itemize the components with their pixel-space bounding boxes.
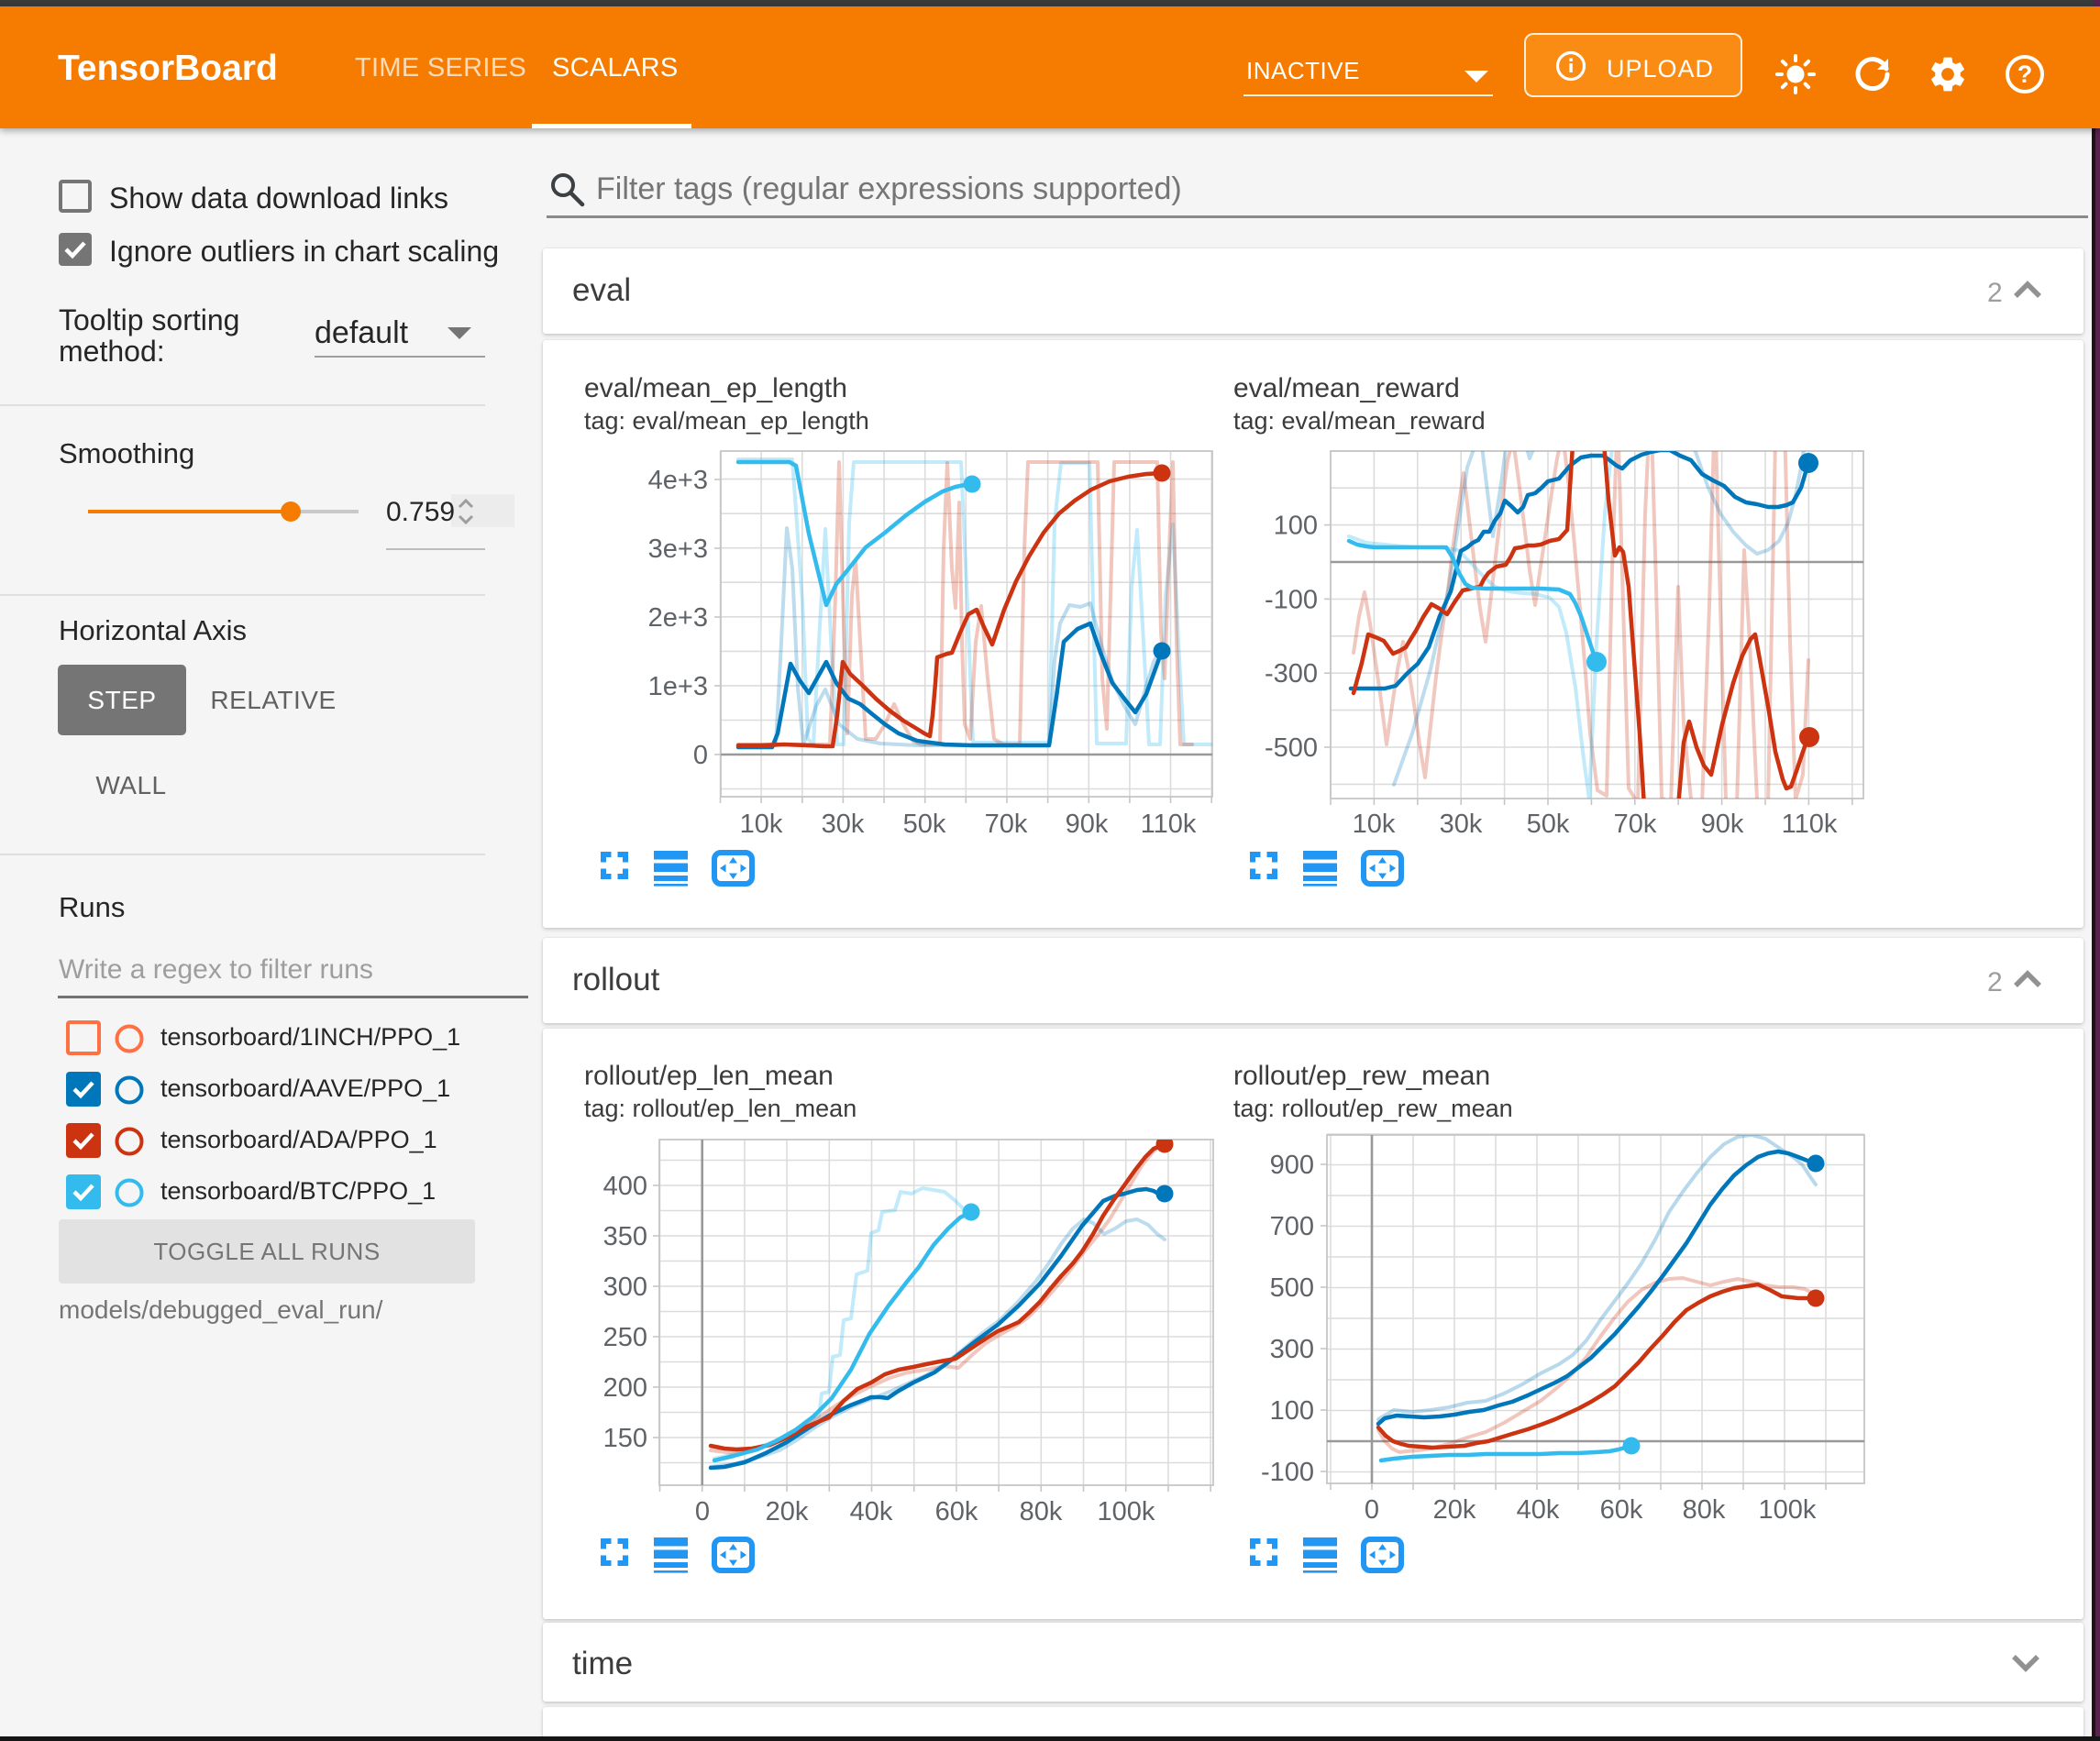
svg-text:70k: 70k bbox=[985, 810, 1028, 839]
svg-text:10k: 10k bbox=[1353, 810, 1396, 839]
svg-text:1e+3: 1e+3 bbox=[648, 672, 708, 701]
svg-text:350: 350 bbox=[603, 1222, 647, 1251]
svg-text:80k: 80k bbox=[1020, 1497, 1063, 1526]
svg-text:0: 0 bbox=[693, 741, 708, 770]
svg-text:0: 0 bbox=[1365, 1495, 1379, 1525]
svg-text:400: 400 bbox=[603, 1172, 647, 1201]
svg-text:900: 900 bbox=[1270, 1151, 1314, 1180]
svg-text:100: 100 bbox=[1270, 1396, 1314, 1426]
svg-text:50k: 50k bbox=[1527, 810, 1570, 839]
svg-text:500: 500 bbox=[1270, 1273, 1314, 1303]
svg-text:-100: -100 bbox=[1261, 1458, 1314, 1487]
svg-text:150: 150 bbox=[603, 1424, 647, 1453]
svg-text:20k: 20k bbox=[766, 1497, 809, 1526]
svg-text:20k: 20k bbox=[1433, 1495, 1476, 1525]
svg-text:700: 700 bbox=[1270, 1212, 1314, 1241]
svg-text:300: 300 bbox=[1270, 1335, 1314, 1364]
svg-text:-500: -500 bbox=[1265, 733, 1318, 763]
svg-text:60k: 60k bbox=[1600, 1495, 1643, 1525]
svg-text:10k: 10k bbox=[740, 810, 783, 839]
svg-text:100k: 100k bbox=[1759, 1495, 1817, 1525]
svg-text:40k: 40k bbox=[1517, 1495, 1560, 1525]
svg-text:2e+3: 2e+3 bbox=[648, 603, 708, 633]
svg-text:-300: -300 bbox=[1265, 659, 1318, 689]
svg-text:0: 0 bbox=[695, 1497, 710, 1526]
svg-text:70k: 70k bbox=[1614, 810, 1657, 839]
svg-text:?: ? bbox=[2017, 61, 2033, 88]
svg-text:30k: 30k bbox=[1440, 810, 1483, 839]
svg-text:-100: -100 bbox=[1265, 585, 1318, 614]
svg-text:40k: 40k bbox=[850, 1497, 893, 1526]
svg-text:60k: 60k bbox=[935, 1497, 978, 1526]
svg-text:110k: 110k bbox=[1782, 810, 1838, 839]
svg-text:110k: 110k bbox=[1141, 810, 1197, 839]
svg-text:90k: 90k bbox=[1701, 810, 1744, 839]
svg-text:100k: 100k bbox=[1098, 1497, 1155, 1526]
svg-text:30k: 30k bbox=[822, 810, 865, 839]
svg-text:100: 100 bbox=[1274, 512, 1318, 541]
svg-text:200: 200 bbox=[603, 1373, 647, 1403]
svg-text:250: 250 bbox=[603, 1323, 647, 1352]
svg-text:300: 300 bbox=[603, 1273, 647, 1302]
svg-text:50k: 50k bbox=[903, 810, 946, 839]
svg-text:80k: 80k bbox=[1683, 1495, 1726, 1525]
svg-text:3e+3: 3e+3 bbox=[648, 534, 708, 564]
svg-text:4e+3: 4e+3 bbox=[648, 466, 708, 495]
svg-text:90k: 90k bbox=[1066, 810, 1109, 839]
